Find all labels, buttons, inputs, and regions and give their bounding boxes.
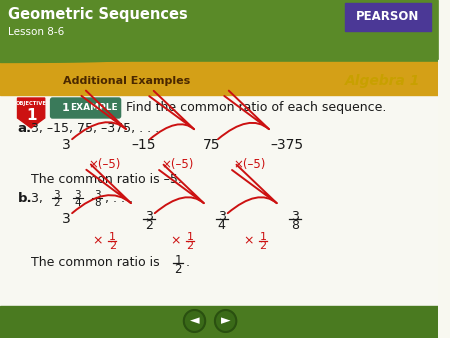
Bar bbox=[0, 0, 437, 78]
Text: 3, –15, 75, –375, . . .: 3, –15, 75, –375, . . . bbox=[31, 122, 159, 135]
Text: ►: ► bbox=[221, 314, 230, 328]
Text: ×: × bbox=[243, 234, 254, 247]
Text: ×: × bbox=[93, 234, 103, 247]
Text: 3: 3 bbox=[62, 212, 71, 226]
Text: 3: 3 bbox=[145, 210, 153, 223]
Text: a.: a. bbox=[18, 122, 32, 135]
Text: –15: –15 bbox=[132, 138, 156, 152]
Text: 75: 75 bbox=[203, 138, 221, 152]
Text: EXAMPLE: EXAMPLE bbox=[70, 103, 117, 113]
Bar bbox=[0, 62, 437, 95]
Text: 3: 3 bbox=[53, 190, 60, 200]
Text: –375: –375 bbox=[270, 138, 303, 152]
Text: 2: 2 bbox=[109, 241, 116, 251]
Text: 1: 1 bbox=[260, 232, 266, 242]
Text: 4: 4 bbox=[218, 219, 225, 232]
Text: 2: 2 bbox=[145, 219, 153, 232]
Text: 2: 2 bbox=[174, 263, 182, 276]
Text: Additional Examples: Additional Examples bbox=[63, 76, 190, 86]
Text: 1: 1 bbox=[187, 232, 194, 242]
Text: 2: 2 bbox=[53, 198, 60, 208]
Text: b.: b. bbox=[18, 192, 32, 205]
Bar bbox=[345, 3, 431, 31]
Bar bbox=[0, 306, 437, 338]
Text: 1: 1 bbox=[26, 108, 36, 123]
Text: ×: × bbox=[170, 234, 181, 247]
Text: 2: 2 bbox=[260, 241, 266, 251]
Text: 2: 2 bbox=[187, 241, 194, 251]
Text: .: . bbox=[186, 256, 190, 269]
Text: PEARSON: PEARSON bbox=[356, 10, 420, 24]
Polygon shape bbox=[18, 98, 45, 128]
Text: 1: 1 bbox=[174, 254, 182, 267]
Circle shape bbox=[184, 310, 205, 332]
Text: Find the common ratio of each sequence.: Find the common ratio of each sequence. bbox=[126, 101, 387, 115]
Text: , . . .: , . . . bbox=[105, 192, 133, 205]
Text: 3: 3 bbox=[62, 138, 71, 152]
Text: Lesson 8-6: Lesson 8-6 bbox=[8, 27, 64, 37]
Text: 1: 1 bbox=[109, 232, 116, 242]
Text: 3,: 3, bbox=[31, 192, 47, 205]
Text: OBJECTIVE: OBJECTIVE bbox=[16, 101, 47, 106]
Text: The common ratio is: The common ratio is bbox=[31, 256, 160, 269]
Text: Algebra 1: Algebra 1 bbox=[345, 74, 420, 88]
Text: ◄: ◄ bbox=[190, 314, 199, 328]
Text: 3: 3 bbox=[75, 190, 81, 200]
Text: 8: 8 bbox=[94, 198, 100, 208]
Bar bbox=[0, 95, 437, 310]
Text: 1: 1 bbox=[61, 103, 69, 113]
Text: Geometric Sequences: Geometric Sequences bbox=[8, 6, 188, 22]
Text: ×(–5): ×(–5) bbox=[233, 158, 266, 171]
Circle shape bbox=[215, 310, 236, 332]
Text: 3: 3 bbox=[291, 210, 299, 223]
Text: 3: 3 bbox=[94, 190, 100, 200]
Text: ×(–5): ×(–5) bbox=[89, 158, 121, 171]
Text: 4: 4 bbox=[75, 198, 81, 208]
FancyBboxPatch shape bbox=[50, 98, 121, 118]
Text: The common ratio is –5.: The common ratio is –5. bbox=[31, 173, 182, 186]
Text: ×(–5): ×(–5) bbox=[162, 158, 194, 171]
Text: 3: 3 bbox=[218, 210, 225, 223]
Text: 8: 8 bbox=[291, 219, 299, 232]
